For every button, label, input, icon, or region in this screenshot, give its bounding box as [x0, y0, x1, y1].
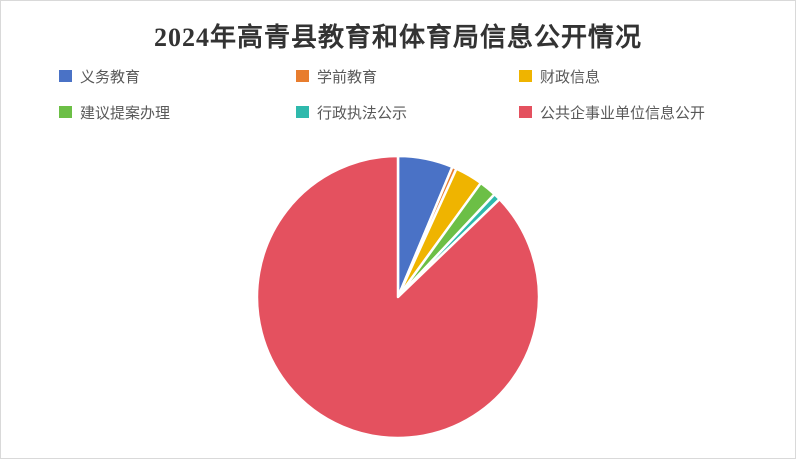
legend-item-jianyi-tian-banli: 建议提案办理	[59, 104, 171, 122]
pie-slice-公共企事业单位信息公开	[255, 154, 541, 440]
legend-item-gonggong-qishiye: 公共企事业单位信息公开	[519, 104, 706, 122]
legend-label: 学前教育	[317, 69, 378, 86]
legend-swatch-icon	[59, 70, 72, 82]
legend-item-xueqian-jiaoyu: 学前教育	[296, 68, 378, 86]
legend-label: 财政信息	[540, 69, 601, 86]
legend-label: 义务教育	[80, 69, 141, 86]
legend-label: 公共企事业单位信息公开	[540, 105, 706, 122]
legend-item-yiwu-jiaoyu: 义务教育	[59, 68, 141, 86]
legend-label: 建议提案办理	[80, 105, 171, 122]
legend-item-xingzheng-zhifa-gongshi: 行政执法公示	[296, 104, 408, 122]
legend-swatch-icon	[296, 106, 309, 118]
legend-label: 行政执法公示	[317, 105, 408, 122]
legend-swatch-icon	[519, 106, 532, 118]
chart-title: 2024年高青县教育和体育局信息公开情况	[153, 23, 642, 52]
legend-swatch-icon	[296, 70, 309, 82]
legend-swatch-icon	[59, 106, 72, 118]
legend-swatch-icon	[519, 70, 532, 82]
legend-item-caizheng-xinxi: 财政信息	[519, 68, 601, 86]
